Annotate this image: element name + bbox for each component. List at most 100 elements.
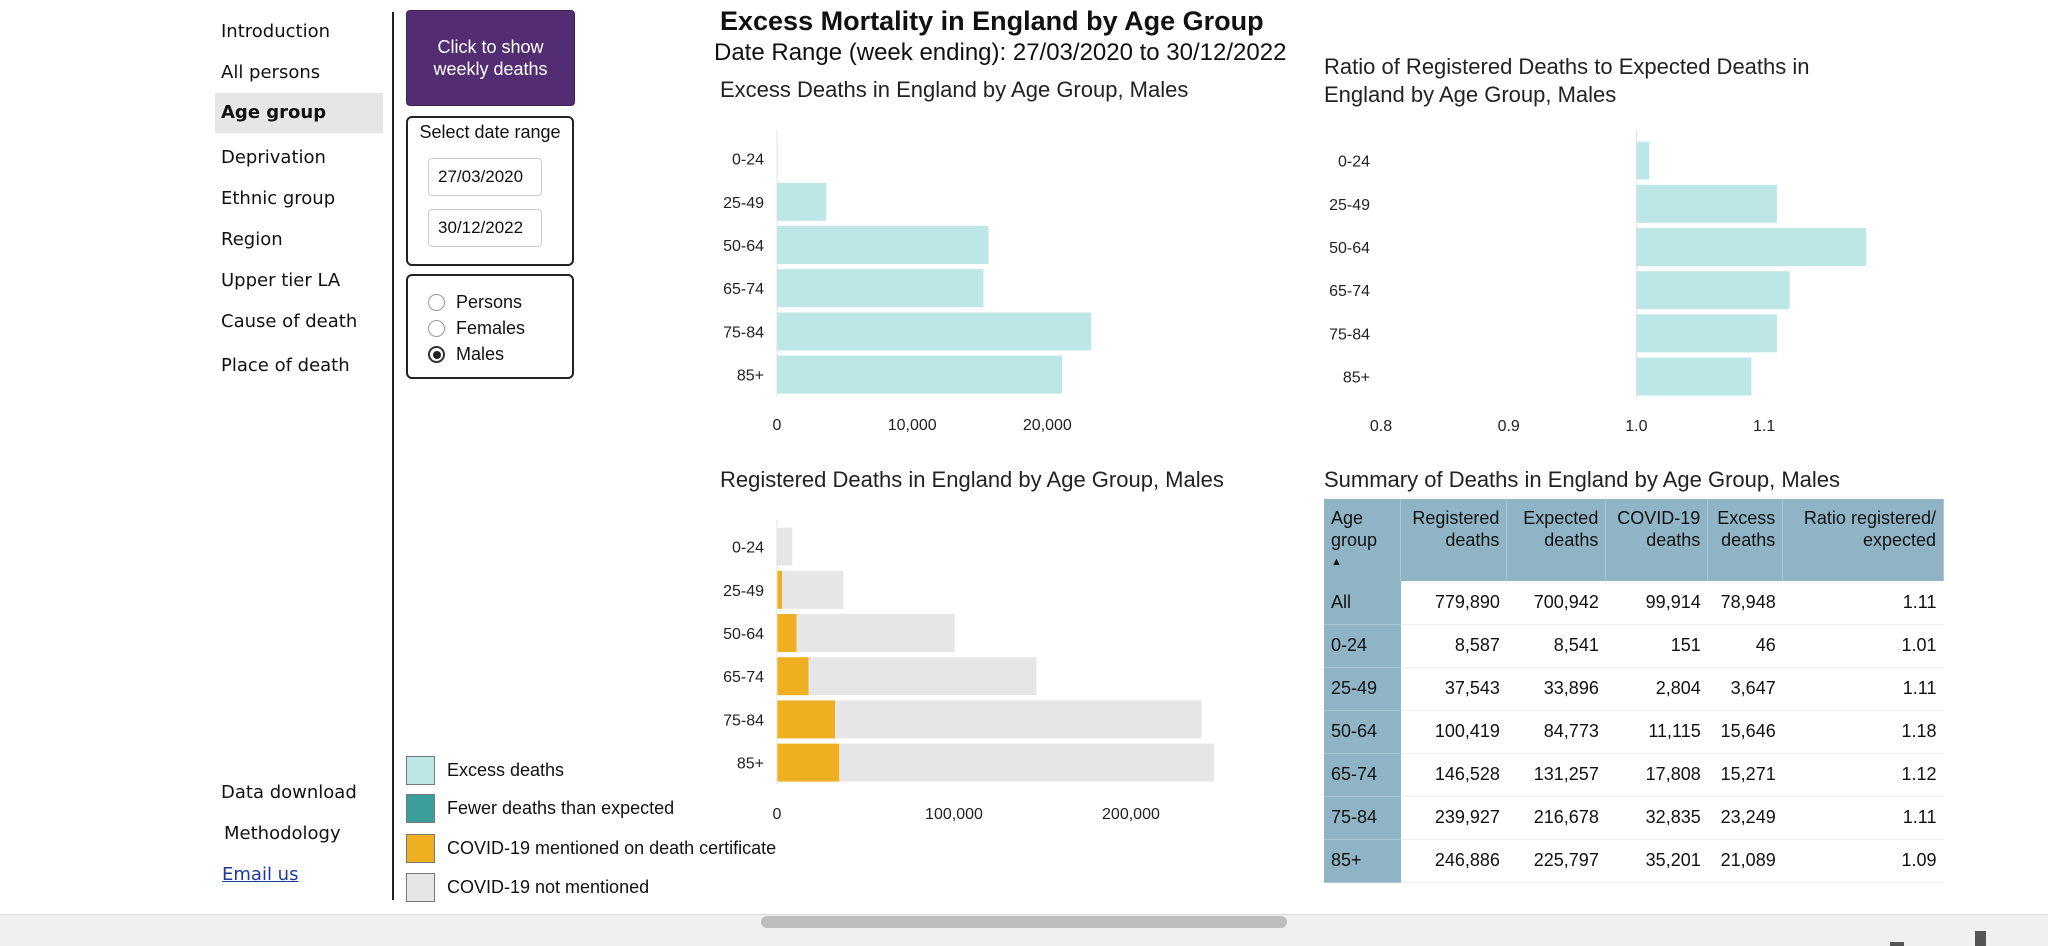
table-row-age-group: 0-24: [1324, 624, 1401, 668]
table-cell: 2,804: [1605, 667, 1708, 711]
bar-not-covid[interactable]: [835, 700, 1202, 739]
x-tick-label: 10,000: [888, 417, 937, 434]
bar[interactable]: [1636, 184, 1777, 223]
legend-label-excess: Excess deaths: [447, 759, 565, 780]
bar-covid[interactable]: [777, 657, 809, 696]
scrollbar-thumb[interactable]: [761, 916, 1287, 928]
bar-covid[interactable]: [777, 700, 836, 739]
nav-item-place-of-death[interactable]: Place of death: [221, 355, 350, 376]
bar-covid[interactable]: [777, 614, 797, 652]
y-tick-label: 0-24: [732, 540, 764, 557]
radio-females-dot[interactable]: [428, 319, 445, 337]
bar-not-covid[interactable]: [781, 570, 844, 609]
table-cell: 84,773: [1506, 710, 1606, 754]
legend-label-fewer: Fewer deaths than expected: [447, 797, 675, 818]
sidebar-nav: Introduction All persons Age group Depri…: [215, 0, 383, 915]
table-cell: 8,587: [1400, 624, 1507, 668]
legend-fewer-deaths: Fewer deaths than expected: [406, 793, 674, 823]
legend-covid-not-mentioned: COVID-19 not mentioned: [406, 872, 649, 902]
table-row-age-group: 85+: [1324, 839, 1401, 883]
nav-item-cause-of-death[interactable]: Cause of death: [221, 311, 358, 332]
nav-item-data-download[interactable]: Data download: [221, 782, 357, 803]
radio-males[interactable]: Males: [428, 342, 504, 366]
legend-swatch-not-covid: [406, 872, 435, 902]
bar[interactable]: [1636, 314, 1777, 353]
col-excess[interactable]: Excess deaths: [1707, 499, 1784, 581]
nav-item-deprivation[interactable]: Deprivation: [221, 147, 326, 168]
email-us-link[interactable]: Email us: [222, 864, 299, 885]
table-header-row: Age group ▲ Registered deaths Expected de…: [1324, 499, 1944, 581]
bar-not-covid[interactable]: [808, 657, 1037, 696]
col-ratio[interactable]: Ratio registered/ expected: [1782, 499, 1944, 581]
bar[interactable]: [777, 312, 1092, 351]
bar-not-covid[interactable]: [796, 614, 955, 652]
x-tick-label: 0.9: [1498, 418, 1520, 435]
table-row: 50-64 100,419 84,773 11,115 15,646 1.18: [1324, 710, 1944, 754]
nav-item-upper-tier-la[interactable]: Upper tier LA: [221, 270, 341, 291]
col-covid[interactable]: COVID-19 deaths: [1605, 499, 1709, 581]
table-cell: 225,797: [1506, 839, 1606, 883]
registered-deaths-chart: 0-24 25-49 50-64 65-74 75-84 85+ 0 100,000 200,0…: [723, 520, 1214, 823]
col-registered[interactable]: Registered deaths: [1400, 499, 1508, 581]
bar-covid[interactable]: [777, 743, 840, 782]
radio-males-dot[interactable]: [428, 345, 445, 363]
table-row-age-group: 75-84: [1324, 796, 1401, 840]
end-date-input[interactable]: [428, 209, 542, 247]
table-cell: 239,927: [1400, 796, 1507, 840]
table-row: 25-49 37,543 33,896 2,804 3,647 1.11: [1324, 667, 1944, 711]
table-cell: 35,201: [1605, 839, 1708, 883]
legend-label-not-covid: COVID-19 not mentioned: [447, 876, 650, 897]
table-cell: 1.09: [1782, 839, 1944, 883]
bar-covid[interactable]: [777, 570, 782, 609]
page-subtitle: Date Range (week ending): 27/03/2020 to …: [714, 39, 1287, 66]
bar-not-covid[interactable]: [839, 743, 1214, 782]
bar[interactable]: [777, 355, 1063, 394]
nav-item-ethnic-group[interactable]: Ethnic group: [221, 188, 336, 209]
table-cell: 1.11: [1782, 581, 1944, 625]
show-weekly-deaths-button[interactable]: Click to show weekly deaths: [406, 10, 575, 106]
nav-item-introduction[interactable]: Introduction: [221, 21, 331, 42]
bar[interactable]: [1636, 271, 1790, 310]
bar[interactable]: [1636, 357, 1752, 396]
corner-bar-mark: [1975, 931, 1986, 946]
table-cell: 23,249: [1707, 796, 1783, 840]
radio-persons-dot[interactable]: [428, 293, 445, 311]
table-cell: 1.01: [1782, 624, 1944, 668]
page-title: Excess Mortality in England by Age Group: [720, 6, 1264, 36]
table-cell: 1.11: [1782, 796, 1944, 840]
bar[interactable]: [777, 226, 989, 264]
bar-not-covid[interactable]: [777, 527, 793, 566]
table-cell: 1.11: [1782, 667, 1944, 711]
sort-asc-icon[interactable]: ▲: [1331, 556, 1342, 568]
col-expected[interactable]: Expected deaths: [1506, 499, 1607, 581]
nav-item-methodology[interactable]: Methodology: [224, 823, 341, 844]
radio-males-label: Males: [456, 343, 505, 364]
y-tick-label: 25-49: [723, 195, 764, 212]
nav-divider: [392, 12, 394, 900]
bar[interactable]: [777, 182, 827, 221]
x-tick-label: 100,000: [925, 806, 983, 823]
y-tick-label: 25-49: [723, 583, 764, 600]
nav-item-all-persons[interactable]: All persons: [221, 62, 321, 83]
nav-item-age-group[interactable]: Age group: [215, 93, 383, 133]
y-tick-label: 25-49: [1329, 197, 1370, 214]
sex-selector: Persons Females Males: [406, 274, 574, 379]
bar[interactable]: [1636, 228, 1867, 266]
bar[interactable]: [1636, 141, 1650, 180]
table-cell: 78,948: [1707, 581, 1783, 625]
x-tick-label: 1.0: [1625, 418, 1647, 435]
nav-item-region[interactable]: Region: [221, 229, 283, 250]
radio-females[interactable]: Females: [428, 316, 525, 340]
col-age-group[interactable]: Age group ▲: [1324, 499, 1402, 581]
table-cell: 33,896: [1506, 667, 1606, 711]
radio-persons[interactable]: Persons: [428, 290, 522, 314]
table-row: 65-74 146,528 131,257 17,808 15,271 1.12: [1324, 753, 1944, 797]
summary-table: Age group ▲ Registered deaths Expected de…: [1324, 499, 1944, 883]
start-date-input[interactable]: [428, 158, 542, 196]
table-row-age-group: All: [1324, 581, 1401, 625]
table-cell: 700,942: [1506, 581, 1606, 625]
table-row: 75-84 239,927 216,678 32,835 23,249 1.11: [1324, 796, 1944, 840]
table-cell: 779,890: [1400, 581, 1507, 625]
bar[interactable]: [777, 269, 984, 308]
legend-swatch-fewer: [406, 793, 435, 823]
